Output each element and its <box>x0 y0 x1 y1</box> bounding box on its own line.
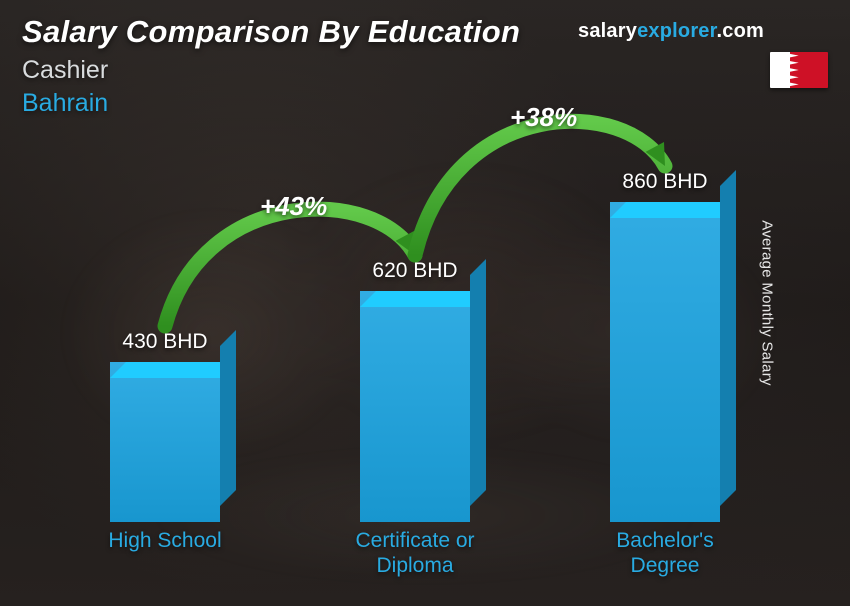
chart-title: Salary Comparison By Education <box>22 14 520 50</box>
bar-front-face <box>610 202 720 522</box>
x-labels-container: High School Certificate orDiploma Bachelor… <box>40 528 790 586</box>
bar-3d <box>610 202 720 522</box>
bar-top-face <box>110 362 236 378</box>
bar-front-face <box>360 291 470 522</box>
bar-side-face <box>470 259 486 506</box>
chart-area: 430 BHD 620 BHD 860 BHD High School Certifi… <box>40 150 790 586</box>
bar-top-face <box>610 202 736 218</box>
x-axis-label: Bachelor'sDegree <box>565 528 765 586</box>
bar-3d <box>360 291 470 522</box>
flag-white-band <box>770 52 790 88</box>
bar-top-face <box>360 291 486 307</box>
chart-canvas: Salary Comparison By Education Cashier B… <box>0 0 850 606</box>
bar-3d <box>110 362 220 522</box>
brand-part3: .com <box>717 20 764 42</box>
chart-subtitle-role: Cashier <box>22 56 520 85</box>
title-block: Salary Comparison By Education Cashier B… <box>22 14 520 118</box>
bahrain-flag-icon <box>770 52 828 88</box>
bar-group: 860 BHD <box>565 170 765 522</box>
bars-container: 430 BHD620 BHD860 BHD <box>40 192 790 522</box>
x-axis-label: High School <box>65 528 265 586</box>
chart-subtitle-country: Bahrain <box>22 89 520 118</box>
bar-value-label: 620 BHD <box>372 259 457 283</box>
bar-group: 430 BHD <box>65 330 265 522</box>
bar-side-face <box>720 170 736 506</box>
bar-front-face <box>110 362 220 522</box>
bar-group: 620 BHD <box>315 259 515 522</box>
bar-value-label: 430 BHD <box>122 330 207 354</box>
brand-logo-text: salaryexplorer.com <box>578 20 764 43</box>
bar-side-face <box>220 330 236 506</box>
x-axis-label: Certificate orDiploma <box>315 528 515 586</box>
brand-part1: salary <box>578 20 637 42</box>
brand-part2: explorer <box>637 20 716 42</box>
bar-value-label: 860 BHD <box>622 170 707 194</box>
